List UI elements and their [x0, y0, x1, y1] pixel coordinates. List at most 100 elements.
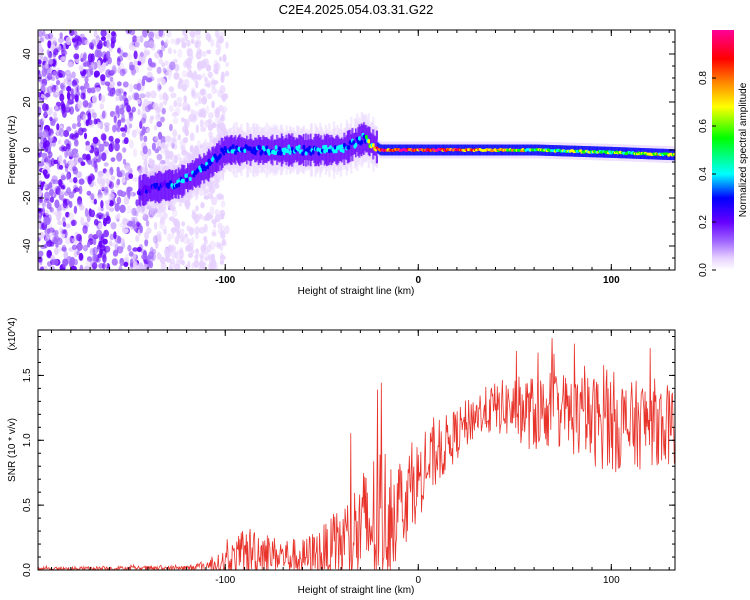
noise-blob: [97, 59, 101, 69]
noise-blob: [54, 104, 58, 111]
noise-blob: [47, 250, 52, 257]
noise-blob: [201, 88, 208, 98]
noise-blob: [57, 220, 63, 226]
noise-blob: [217, 228, 224, 234]
ridge-core: [362, 134, 366, 139]
noise-blob: [46, 202, 52, 210]
noise-blob: [43, 198, 50, 203]
noise-blob: [135, 235, 140, 242]
noise-blob: [101, 152, 107, 162]
noise-blob: [38, 231, 45, 239]
noise-blob: [164, 145, 169, 154]
noise-blob: [41, 83, 46, 92]
noise-blob: [80, 216, 85, 226]
ridge-core: [260, 149, 264, 154]
noise-blob: [161, 225, 168, 232]
ridge-core: [185, 177, 189, 183]
noise-blob: [114, 142, 120, 152]
noise-blob: [148, 31, 155, 39]
noise-blob: [160, 165, 167, 174]
noise-blob: [105, 203, 111, 211]
noise-blob: [216, 33, 220, 42]
noise-blob: [52, 118, 57, 124]
ridge-band: [350, 134, 353, 157]
noise-blob: [172, 129, 178, 138]
noise-blob: [60, 49, 68, 57]
noise-blob: [99, 120, 104, 130]
noise-blob: [132, 217, 138, 225]
noise-blob: [222, 54, 227, 63]
noise-blob: [136, 246, 142, 253]
noise-blob: [41, 202, 47, 208]
noise-blob: [128, 83, 134, 93]
noise-blob: [151, 142, 156, 151]
noise-blob: [38, 262, 41, 269]
noise-blob: [140, 117, 146, 124]
noise-blob: [140, 249, 147, 255]
noise-blob: [183, 136, 189, 144]
noise-blob: [189, 30, 196, 37]
noise-blob: [152, 31, 159, 36]
noise-blob: [222, 106, 228, 113]
noise-blob: [122, 81, 129, 88]
noise-blob: [122, 147, 127, 153]
noise-blob: [162, 212, 168, 220]
ridge-core: [347, 145, 351, 150]
noise-blob: [143, 135, 148, 142]
noise-blob: [155, 113, 161, 122]
noise-blob: [220, 114, 225, 122]
noise-blob: [92, 262, 98, 270]
noise-blob: [102, 168, 107, 174]
noise-blob: [119, 169, 126, 178]
ridge-core: [322, 145, 326, 150]
noise-blob: [217, 133, 223, 138]
noise-blob: [76, 84, 80, 93]
noise-blob: [176, 220, 181, 229]
ridge-core: [301, 151, 305, 156]
noise-blob: [105, 39, 110, 49]
noise-blob: [84, 221, 89, 227]
noise-blob: [116, 57, 121, 66]
noise-blob: [207, 262, 213, 270]
noise-blob: [65, 143, 71, 150]
noise-blob: [205, 32, 211, 40]
ridge-core: [360, 139, 364, 145]
noise-blob: [167, 47, 173, 55]
noise-blob: [46, 183, 53, 189]
noise-blob: [214, 214, 221, 223]
noise-blob: [214, 183, 220, 189]
noise-blob: [146, 255, 151, 263]
noise-blob: [89, 247, 96, 256]
noise-blob: [113, 231, 117, 240]
noise-blob: [57, 210, 62, 218]
noise-blob: [40, 266, 44, 270]
noise-blob: [123, 137, 129, 145]
noise-blob: [116, 246, 124, 254]
noise-blob: [88, 233, 94, 241]
colorbar: 0.0 0.2 0.4 0.6 0.8 Normalized spectral ampl…: [698, 30, 749, 277]
ridge-core: [311, 150, 315, 155]
noise-blob: [191, 209, 196, 215]
noise-blob: [195, 124, 199, 134]
noise-blob: [117, 119, 122, 127]
noise-blob: [157, 131, 163, 140]
noise-blob: [171, 111, 178, 118]
noise-blob: [159, 116, 165, 123]
noise-blob: [140, 55, 146, 64]
noise-blob: [158, 30, 164, 37]
noise-blob: [86, 256, 93, 262]
noise-blob: [103, 122, 110, 127]
noise-blob: [122, 94, 127, 100]
ridge-core: [274, 145, 278, 150]
y-tick-label: 1.5: [22, 368, 33, 382]
noise-blob: [188, 252, 193, 258]
noise-blob: [92, 246, 98, 256]
noise-blob: [107, 91, 114, 97]
noise-blob: [189, 145, 194, 153]
noise-blob: [38, 30, 44, 38]
noise-blob: [49, 207, 54, 213]
noise-blob: [80, 161, 86, 166]
noise-blob: [127, 109, 134, 115]
noise-blob: [64, 236, 72, 245]
ridge-core: [282, 150, 286, 156]
